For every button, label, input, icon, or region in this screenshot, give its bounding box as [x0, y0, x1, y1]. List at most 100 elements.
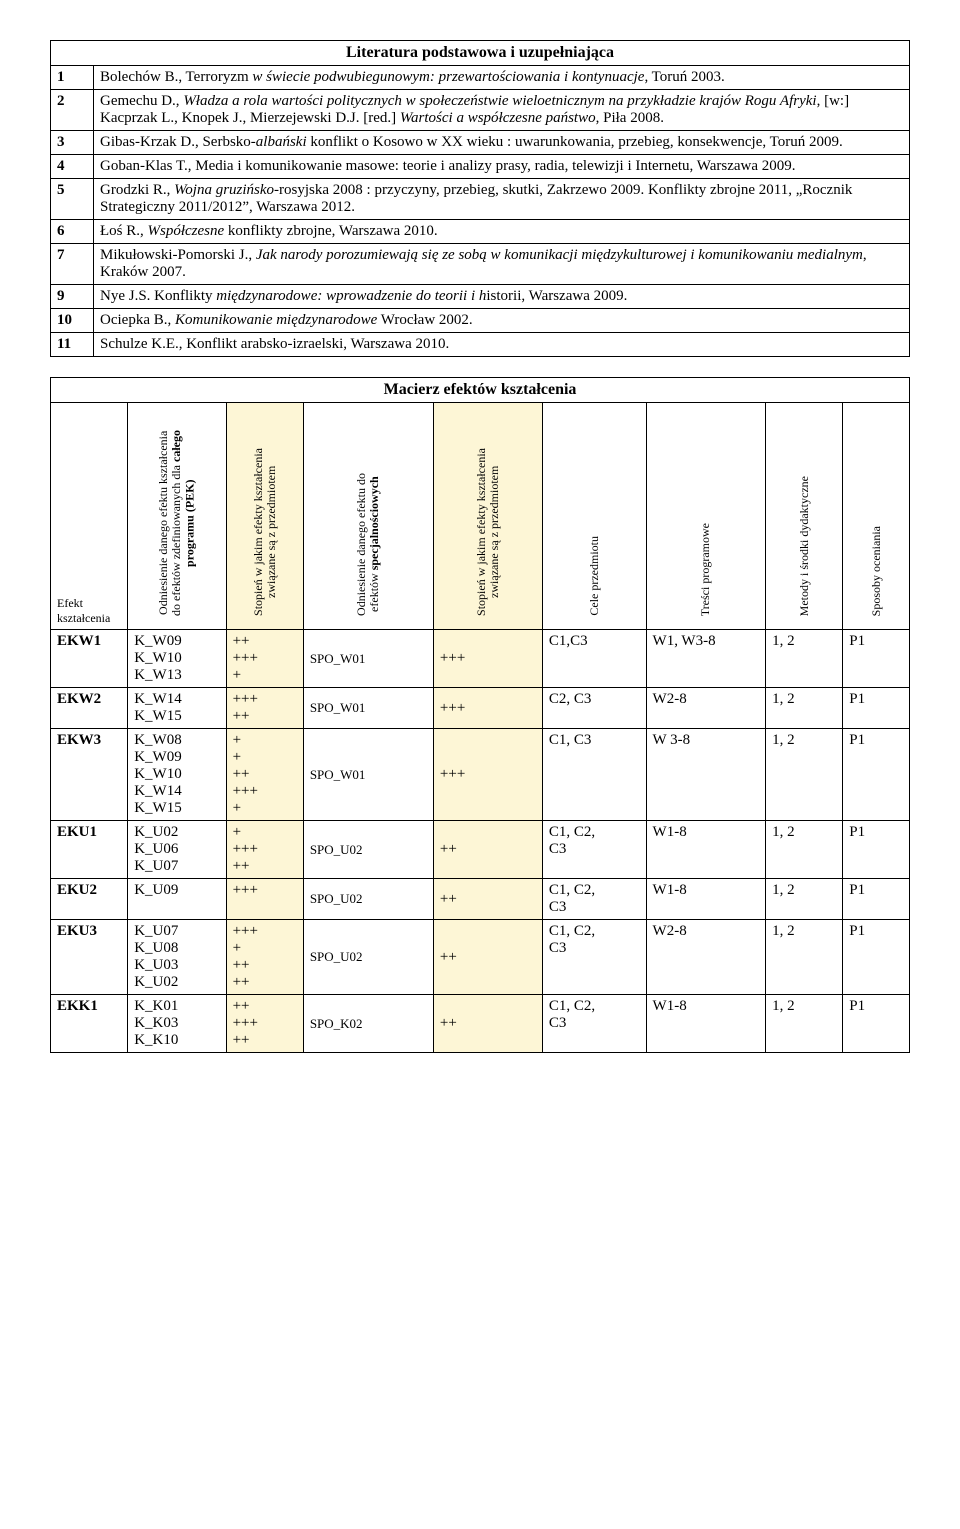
- matrix-tresci: W1, W3-8: [646, 630, 766, 688]
- literature-row-text: Gemechu D., Władza a rola wartości polit…: [94, 90, 910, 131]
- matrix-sposoby: P1: [843, 920, 910, 995]
- literature-row-number: 1: [51, 66, 94, 90]
- matrix-row: EKW2K_W14 K_W15+++ ++SPO_W01+++C2, C3W2-…: [51, 688, 910, 729]
- matrix-row: EKW1K_W09 K_W10 K_W13++ +++ +SPO_W01+++C…: [51, 630, 910, 688]
- literature-row: 7Mikułowski-Pomorski J., Jak narody poro…: [51, 244, 910, 285]
- matrix-pek: K_W09 K_W10 K_W13: [128, 630, 226, 688]
- matrix-spec: SPO_U02: [303, 821, 433, 879]
- matrix-cele: C1, C2, C3: [542, 879, 646, 920]
- matrix-deg1: + + ++ +++ +: [226, 729, 303, 821]
- header-pek-line2: do efektów zdefiniowanych dla całego: [169, 430, 183, 616]
- matrix-deg2: +++: [433, 630, 542, 688]
- matrix-spec: SPO_K02: [303, 995, 433, 1053]
- matrix-cele: C2, C3: [542, 688, 646, 729]
- literature-row: 3Gibas-Krzak D., Serbsko-albański konfli…: [51, 131, 910, 155]
- literature-row-text: Ociepka B., Komunikowanie międzynarodowe…: [94, 309, 910, 333]
- matrix-deg2: ++: [433, 920, 542, 995]
- matrix-row: EKK1K_K01 K_K03 K_K10++ +++ ++SPO_K02++C…: [51, 995, 910, 1053]
- matrix-sposoby: P1: [843, 630, 910, 688]
- matrix-pek: K_U07 K_U08 K_U03 K_U02: [128, 920, 226, 995]
- matrix-metody: 1, 2: [766, 821, 843, 879]
- literature-row: 2Gemechu D., Władza a rola wartości poli…: [51, 90, 910, 131]
- literature-row-number: 9: [51, 285, 94, 309]
- literature-row: 9Nye J.S. Konflikty międzynarodowe: wpro…: [51, 285, 910, 309]
- literature-row-number: 4: [51, 155, 94, 179]
- literature-row-text: Schulze K.E., Konflikt arabsko-izraelski…: [94, 333, 910, 357]
- matrix-cele: C1, C2, C3: [542, 920, 646, 995]
- header-pek-line1: Odniesienie danego efektu kształcenia: [156, 431, 170, 615]
- matrix-metody: 1, 2: [766, 920, 843, 995]
- matrix-deg1: +++: [226, 879, 303, 920]
- matrix-spec: SPO_W01: [303, 729, 433, 821]
- matrix-pek: K_W14 K_W15: [128, 688, 226, 729]
- matrix-tresci: W2-8: [646, 688, 766, 729]
- literature-row-number: 10: [51, 309, 94, 333]
- literature-row-number: 7: [51, 244, 94, 285]
- matrix-table: Macierz efektów kształcenia Efekt kształ…: [50, 377, 910, 1053]
- literature-row: 10Ociepka B., Komunikowanie międzynarodo…: [51, 309, 910, 333]
- literature-row: 4Goban-Klas T., Media i komunikowanie ma…: [51, 155, 910, 179]
- matrix-deg2: +++: [433, 729, 542, 821]
- literature-title: Literatura podstawowa i uzupełniająca: [51, 41, 910, 66]
- header-deg1-line2: związane są z przedmiotem: [264, 466, 278, 598]
- matrix-metody: 1, 2: [766, 630, 843, 688]
- header-deg2-line2: związane są z przedmiotem: [487, 466, 501, 598]
- matrix-tresci: W2-8: [646, 920, 766, 995]
- matrix-spec: SPO_U02: [303, 920, 433, 995]
- header-sposoby: Sposoby oceniania: [843, 403, 910, 630]
- header-spec-line1: Odniesienie danego efektu do: [354, 473, 368, 616]
- matrix-metody: 1, 2: [766, 879, 843, 920]
- matrix-deg1: ++ +++ +: [226, 630, 303, 688]
- literature-row-text: Grodzki R., Wojna gruzińsko-rosyjska 200…: [94, 179, 910, 220]
- matrix-row: EKU3K_U07 K_U08 K_U03 K_U02+++ + ++ ++SP…: [51, 920, 910, 995]
- literature-row-number: 3: [51, 131, 94, 155]
- matrix-deg2: ++: [433, 821, 542, 879]
- header-deg2: Stopień w jakim efekty kształceniazwiąza…: [433, 403, 542, 630]
- matrix-deg1: +++ + ++ ++: [226, 920, 303, 995]
- literature-row-number: 5: [51, 179, 94, 220]
- matrix-tresci: W1-8: [646, 995, 766, 1053]
- matrix-pek: K_W08 K_W09 K_W10 K_W14 K_W15: [128, 729, 226, 821]
- matrix-efekt: EKW1: [51, 630, 128, 688]
- literature-row-text: Łoś R., Współczesne konflikty zbrojne, W…: [94, 220, 910, 244]
- literature-row-text: Goban-Klas T., Media i komunikowanie mas…: [94, 155, 910, 179]
- matrix-sposoby: P1: [843, 729, 910, 821]
- header-deg2-line1: Stopień w jakim efekty kształcenia: [474, 448, 488, 616]
- matrix-title: Macierz efektów kształcenia: [51, 378, 910, 403]
- matrix-metody: 1, 2: [766, 688, 843, 729]
- matrix-cele: C1,C3: [542, 630, 646, 688]
- literature-row-number: 2: [51, 90, 94, 131]
- matrix-deg2: +++: [433, 688, 542, 729]
- header-spec-line2: efektów specjalnościowych: [367, 477, 381, 613]
- matrix-sposoby: P1: [843, 879, 910, 920]
- matrix-cele: C1, C2, C3: [542, 821, 646, 879]
- matrix-spec: SPO_W01: [303, 630, 433, 688]
- header-deg1-line1: Stopień w jakim efekty kształcenia: [251, 448, 265, 616]
- matrix-metody: 1, 2: [766, 729, 843, 821]
- header-pek-line3: programu (PEK): [183, 479, 197, 566]
- header-cele: Cele przedmiotu: [542, 403, 646, 630]
- matrix-deg2: ++: [433, 995, 542, 1053]
- matrix-row: EKW3K_W08 K_W09 K_W10 K_W14 K_W15+ + ++ …: [51, 729, 910, 821]
- matrix-cele: C1, C2, C3: [542, 995, 646, 1053]
- header-deg1: Stopień w jakim efekty kształceniazwiąza…: [226, 403, 303, 630]
- matrix-row: EKU1K_U02 K_U06 K_U07+ +++ ++SPO_U02++C1…: [51, 821, 910, 879]
- literature-row-number: 11: [51, 333, 94, 357]
- matrix-spec: SPO_U02: [303, 879, 433, 920]
- matrix-efekt: EKU1: [51, 821, 128, 879]
- matrix-tresci: W1-8: [646, 879, 766, 920]
- literature-row-text: Bolechów B., Terroryzm w świecie podwubi…: [94, 66, 910, 90]
- header-spec: Odniesienie danego efektu doefektów spec…: [303, 403, 433, 630]
- literature-row: 11Schulze K.E., Konflikt arabsko-izraels…: [51, 333, 910, 357]
- matrix-sposoby: P1: [843, 688, 910, 729]
- literature-row: 6Łoś R., Współczesne konflikty zbrojne, …: [51, 220, 910, 244]
- matrix-row: EKU2K_U09+++SPO_U02++C1, C2, C3W1-81, 2P…: [51, 879, 910, 920]
- literature-row-text: Nye J.S. Konflikty międzynarodowe: wprow…: [94, 285, 910, 309]
- matrix-pek: K_U02 K_U06 K_U07: [128, 821, 226, 879]
- matrix-sposoby: P1: [843, 821, 910, 879]
- header-tresci: Treści programowe: [646, 403, 766, 630]
- matrix-deg1: +++ ++: [226, 688, 303, 729]
- matrix-tresci: W 3-8: [646, 729, 766, 821]
- matrix-sposoby: P1: [843, 995, 910, 1053]
- literature-row-text: Mikułowski-Pomorski J., Jak narody poroz…: [94, 244, 910, 285]
